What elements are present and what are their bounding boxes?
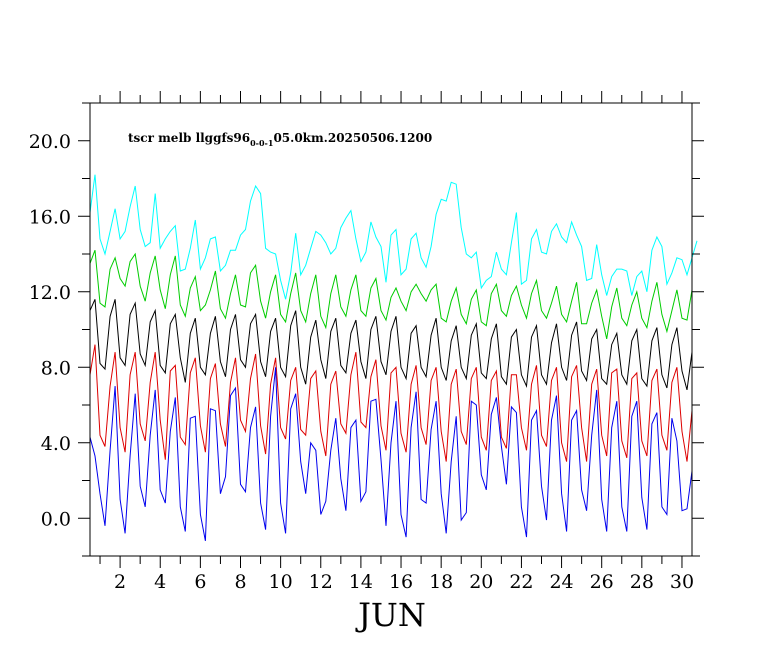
y-tick-label: 20.0 xyxy=(29,131,71,153)
chart-title: tscr melb llggfs960-0-105.0km.20250506.1… xyxy=(128,131,432,148)
series-line-3 xyxy=(89,299,693,391)
y-tick-label: 4.0 xyxy=(41,433,71,455)
x-tick-label: 24 xyxy=(549,571,573,593)
y-tick-labels: 0.0 4.0 8.0 12.0 16.0 20.0 xyxy=(29,131,71,531)
series-line-4 xyxy=(89,344,693,462)
x-tick-label: 8 xyxy=(234,571,246,593)
x-tick-label: 6 xyxy=(194,571,206,593)
y-tick-label: 12.0 xyxy=(29,282,71,304)
y-tick-label: 16.0 xyxy=(29,206,71,228)
x-tick-label: 12 xyxy=(309,571,333,593)
x-axis-label: JUN xyxy=(355,596,426,634)
y-tick-label: 8.0 xyxy=(41,357,71,379)
x-tick-label: 22 xyxy=(509,571,533,593)
x-tick-label: 16 xyxy=(389,571,413,593)
x-tick-label: 30 xyxy=(670,571,694,593)
x-tick-label: 2 xyxy=(114,571,126,593)
y-tick-label: 0.0 xyxy=(41,508,71,530)
x-tick-label: 18 xyxy=(429,571,453,593)
x-tick-labels: 2 4 6 8 10 12 14 16 18 20 22 24 26 28 30 xyxy=(114,571,694,593)
axis-ticks xyxy=(78,91,704,568)
x-tick-label: 28 xyxy=(630,571,654,593)
x-tick-label: 20 xyxy=(469,571,493,593)
x-tick-label: 4 xyxy=(154,571,166,593)
series-line-5 xyxy=(89,367,693,541)
series-line-1 xyxy=(89,174,698,300)
x-tick-label: 26 xyxy=(590,571,614,593)
series-line-2 xyxy=(89,250,693,340)
plot-frame xyxy=(89,102,693,557)
plot-lines xyxy=(89,174,698,541)
x-tick-label: 10 xyxy=(269,571,293,593)
x-tick-label: 14 xyxy=(349,571,373,593)
